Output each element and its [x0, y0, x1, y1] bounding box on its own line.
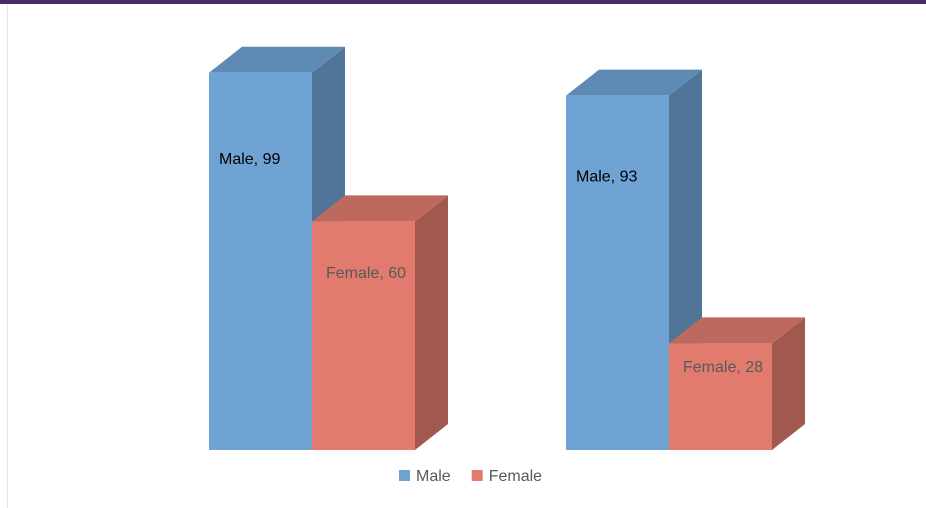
data-label: Male, 99	[219, 151, 280, 168]
data-label: Female, 60	[326, 265, 406, 282]
top-border	[0, 0, 926, 4]
data-label: Female, 28	[683, 359, 763, 376]
legend-swatch	[471, 470, 483, 481]
bar-top	[209, 46, 345, 73]
legend-swatch	[399, 470, 410, 481]
bar	[209, 72, 312, 450]
bar	[566, 95, 669, 451]
bar	[669, 343, 772, 450]
legend-label: Male	[416, 468, 451, 485]
bar-top	[312, 195, 448, 222]
bar-side	[415, 195, 448, 450]
data-label: Male, 93	[576, 168, 637, 185]
bar-top	[669, 317, 805, 344]
legend-label: Female	[489, 468, 542, 485]
bar	[312, 221, 415, 450]
bar-side	[772, 317, 805, 450]
bar-top	[566, 69, 702, 96]
